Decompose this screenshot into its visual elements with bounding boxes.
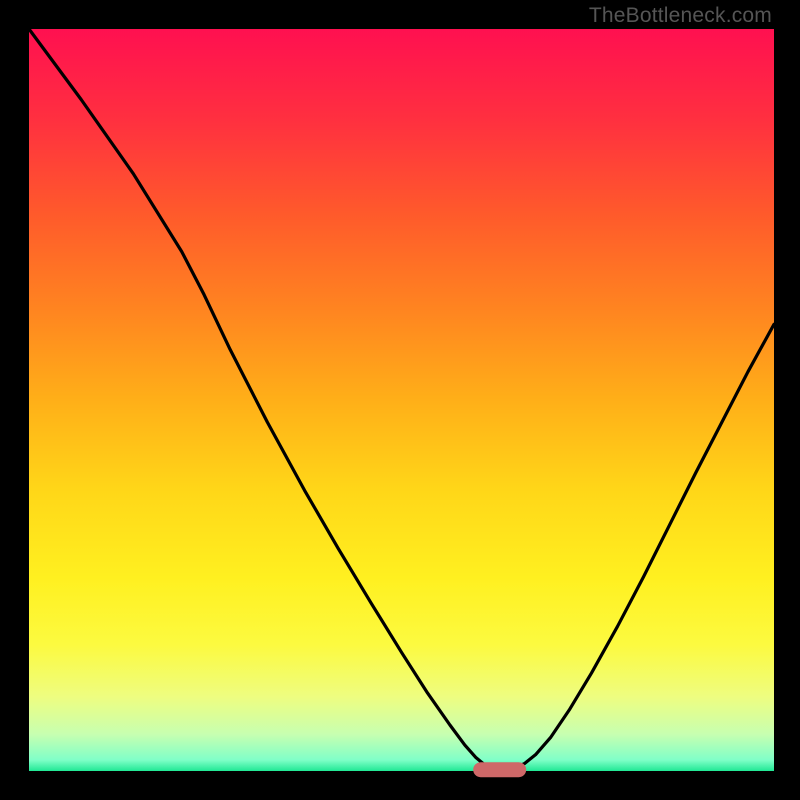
- chart-frame: TheBottleneck.com: [0, 0, 800, 800]
- plot-area: [29, 29, 774, 771]
- optimum-marker: [473, 762, 527, 778]
- bottleneck-curve: [29, 29, 774, 770]
- curve-layer: [29, 29, 774, 771]
- watermark-text: TheBottleneck.com: [589, 4, 772, 28]
